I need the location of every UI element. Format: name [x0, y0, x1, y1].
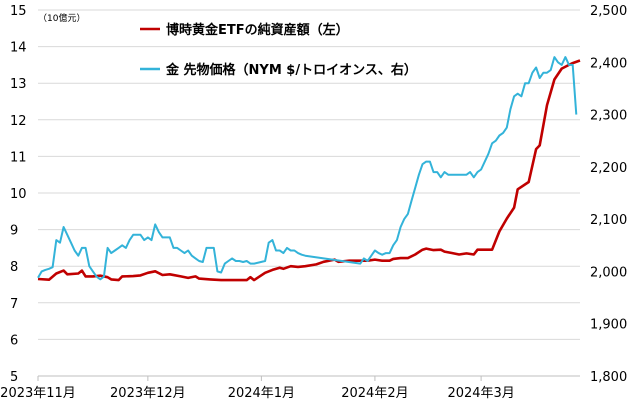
y-left-tick-label: 15	[10, 4, 27, 19]
y-right-tick-label: 2,500	[590, 4, 627, 19]
series-line-etf-net-assets	[37, 59, 581, 282]
series-lines	[37, 56, 581, 282]
series-line-gold-futures	[37, 56, 578, 281]
legend-label: 博時黄金ETFの純資産額（左）	[166, 22, 349, 38]
y-unit-label: （10億元）	[38, 12, 85, 24]
x-tick-label: 2024年2月	[341, 386, 408, 401]
y-left-tick-label: 9	[10, 224, 18, 239]
y-left-tick-label: 12	[10, 114, 27, 129]
legend: 博時黄金ETFの純資産額（左） 金 先物価格（NYM $/トロイオンス、右）	[140, 22, 417, 78]
y-left-tick-label: 6	[10, 333, 18, 348]
y-left-tick-label: 10	[10, 187, 27, 202]
axes: 5 6 7 8 9 10 11 12 13 14 15 1,800 1,900 2,000 2,100 2,2…	[0, 4, 627, 401]
y-right-tick-label: 1,800	[590, 370, 627, 385]
x-tick-label: 2023年11月	[0, 386, 76, 401]
y-right-tick-label: 2,000	[590, 265, 627, 280]
y-left-tick-label: 13	[10, 77, 27, 92]
y-left-tick-label: 11	[10, 150, 27, 165]
x-tick-label: 2024年1月	[228, 386, 295, 401]
y-left-tick-label: 5	[10, 370, 18, 385]
y-right-tick-label: 2,100	[590, 213, 627, 228]
x-tick-label: 2023年12月	[110, 386, 186, 401]
y-right-tick-label: 2,200	[590, 161, 627, 176]
y-right-tick-label: 2,300	[590, 109, 627, 124]
y-left-tick-label: 8	[10, 260, 18, 275]
gridlines	[38, 9, 580, 377]
y-right-tick-label: 2,400	[590, 56, 627, 71]
x-tick-label: 2024年3月	[447, 386, 514, 401]
y-right-tick-label: 1,900	[590, 318, 627, 333]
legend-label: 金 先物価格（NYM $/トロイオンス、右）	[165, 62, 417, 78]
y-left-tick-label: 14	[10, 41, 27, 56]
y-left-tick-label: 7	[10, 297, 18, 312]
